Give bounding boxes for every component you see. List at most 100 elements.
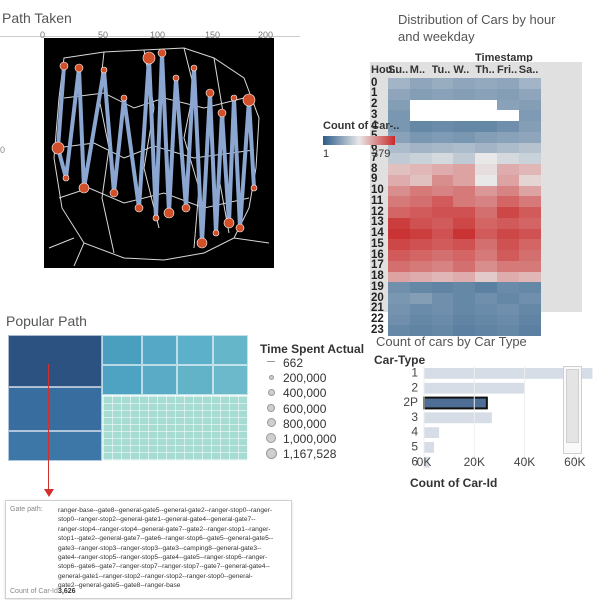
heatmap-cell[interactable]: [453, 99, 476, 111]
heatmap-cell[interactable]: [475, 142, 497, 154]
bar-chart-scrollbar[interactable]: [563, 366, 582, 454]
heatmap-cell[interactable]: [409, 282, 432, 293]
heatmap-cell[interactable]: [388, 196, 410, 207]
treemap-cell[interactable]: [8, 387, 102, 431]
heatmap-cell[interactable]: [475, 131, 497, 143]
heatmap-cell[interactable]: [388, 131, 410, 143]
heatmap-cell[interactable]: [475, 271, 497, 283]
heatmap-cell[interactable]: [431, 131, 454, 143]
path-map[interactable]: [44, 38, 274, 268]
heatmap-cell[interactable]: [453, 153, 476, 164]
heatmap-cell[interactable]: [497, 217, 519, 229]
heatmap-cell[interactable]: [453, 217, 476, 229]
bar[interactable]: [423, 396, 488, 410]
heatmap-cell[interactable]: [453, 250, 476, 261]
heatmap-cell[interactable]: [518, 303, 541, 315]
heatmap-cell[interactable]: [409, 88, 432, 100]
heatmap-cell[interactable]: [431, 174, 454, 186]
heatmap-cell[interactable]: [409, 217, 432, 229]
treemap-cell[interactable]: [177, 335, 213, 365]
heatmap-cell[interactable]: [475, 217, 497, 229]
heatmap-cell[interactable]: [453, 121, 476, 132]
heatmap-cell[interactable]: [409, 228, 432, 240]
heatmap-cell[interactable]: [475, 314, 497, 326]
heatmap-cell[interactable]: [518, 293, 541, 304]
heatmap-cell[interactable]: [497, 153, 519, 164]
heatmap-cell[interactable]: [518, 99, 541, 111]
heatmap-cell[interactable]: [497, 78, 519, 89]
heatmap-cell[interactable]: [475, 228, 497, 240]
heatmap-cell[interactable]: [475, 207, 497, 218]
heatmap-cell[interactable]: [431, 78, 454, 89]
heatmap-cell[interactable]: [388, 99, 410, 111]
heatmap-cell[interactable]: [388, 185, 410, 197]
heatmap-cell[interactable]: [453, 142, 476, 154]
treemap-cell[interactable]: [142, 365, 177, 395]
heatmap-cell[interactable]: [409, 78, 432, 89]
heatmap-cell[interactable]: [497, 228, 519, 240]
heatmap-cell[interactable]: [518, 174, 541, 186]
treemap-cell[interactable]: [213, 365, 248, 395]
heatmap-cell[interactable]: [388, 282, 410, 293]
heatmap-cell[interactable]: [453, 196, 476, 207]
heatmap-cell[interactable]: [518, 207, 541, 218]
heatmap-cell[interactable]: [453, 88, 476, 100]
heatmap-cell[interactable]: [431, 121, 454, 132]
heatmap-cell[interactable]: [475, 78, 497, 89]
heatmap-cell[interactable]: [453, 174, 476, 186]
heatmap-cell[interactable]: [388, 228, 410, 240]
heatmap-cell[interactable]: [409, 303, 432, 315]
bar[interactable]: [424, 427, 440, 438]
heatmap-cell[interactable]: [475, 293, 497, 304]
heatmap-cell[interactable]: [475, 110, 497, 121]
heatmap-cell[interactable]: [453, 164, 476, 175]
heatmap-cell[interactable]: [518, 153, 541, 164]
heatmap-cell[interactable]: [497, 196, 519, 207]
heatmap-cell[interactable]: [518, 142, 541, 154]
heatmap-cell[interactable]: [388, 271, 410, 283]
heatmap-cell[interactable]: [409, 271, 432, 283]
treemap-cell[interactable]: [142, 335, 177, 365]
heatmap-cell[interactable]: [497, 325, 519, 336]
heatmap-cell[interactable]: [409, 260, 432, 272]
heatmap-cell[interactable]: [453, 314, 476, 326]
heatmap-cell[interactable]: [388, 88, 410, 100]
heatmap-cell[interactable]: [497, 99, 519, 111]
heatmap-cell[interactable]: [475, 99, 497, 111]
heatmap-cell[interactable]: [431, 164, 454, 175]
heatmap-cell[interactable]: [431, 153, 454, 164]
heatmap-cell[interactable]: [388, 303, 410, 315]
heatmap-cell[interactable]: [388, 121, 410, 132]
heatmap-cell[interactable]: [409, 110, 432, 121]
heatmap-cell[interactable]: [388, 78, 410, 89]
heatmap-cell[interactable]: [518, 217, 541, 229]
heatmap-cell[interactable]: [431, 260, 454, 272]
heatmap-cell[interactable]: [475, 303, 497, 315]
heatmap-cell[interactable]: [453, 228, 476, 240]
heatmap-cell[interactable]: [453, 325, 476, 336]
heatmap-cell[interactable]: [431, 88, 454, 100]
heatmap-cell[interactable]: [453, 131, 476, 143]
heatmap-cell[interactable]: [431, 185, 454, 197]
heatmap-cell[interactable]: [497, 185, 519, 197]
bar[interactable]: [424, 368, 593, 379]
heatmap-cell[interactable]: [388, 164, 410, 175]
heatmap-cell[interactable]: [475, 282, 497, 293]
heatmap-cell[interactable]: [388, 217, 410, 229]
heatmap-cell[interactable]: [453, 185, 476, 197]
heatmap-cell[interactable]: [518, 196, 541, 207]
heatmap-cell[interactable]: [431, 142, 454, 154]
heatmap-cell[interactable]: [388, 325, 410, 336]
heatmap-cell[interactable]: [388, 142, 410, 154]
heatmap-cell[interactable]: [409, 142, 432, 154]
heatmap-cell[interactable]: [409, 185, 432, 197]
heatmap-cell[interactable]: [453, 293, 476, 304]
heatmap-cell[interactable]: [497, 250, 519, 261]
heatmap-cell[interactable]: [518, 260, 541, 272]
heatmap-cell[interactable]: [518, 164, 541, 175]
heatmap-cell[interactable]: [388, 174, 410, 186]
heatmap-cell[interactable]: [409, 293, 432, 304]
heatmap-cell[interactable]: [497, 131, 519, 143]
heatmap-cell[interactable]: [431, 282, 454, 293]
heatmap-cell[interactable]: [475, 196, 497, 207]
